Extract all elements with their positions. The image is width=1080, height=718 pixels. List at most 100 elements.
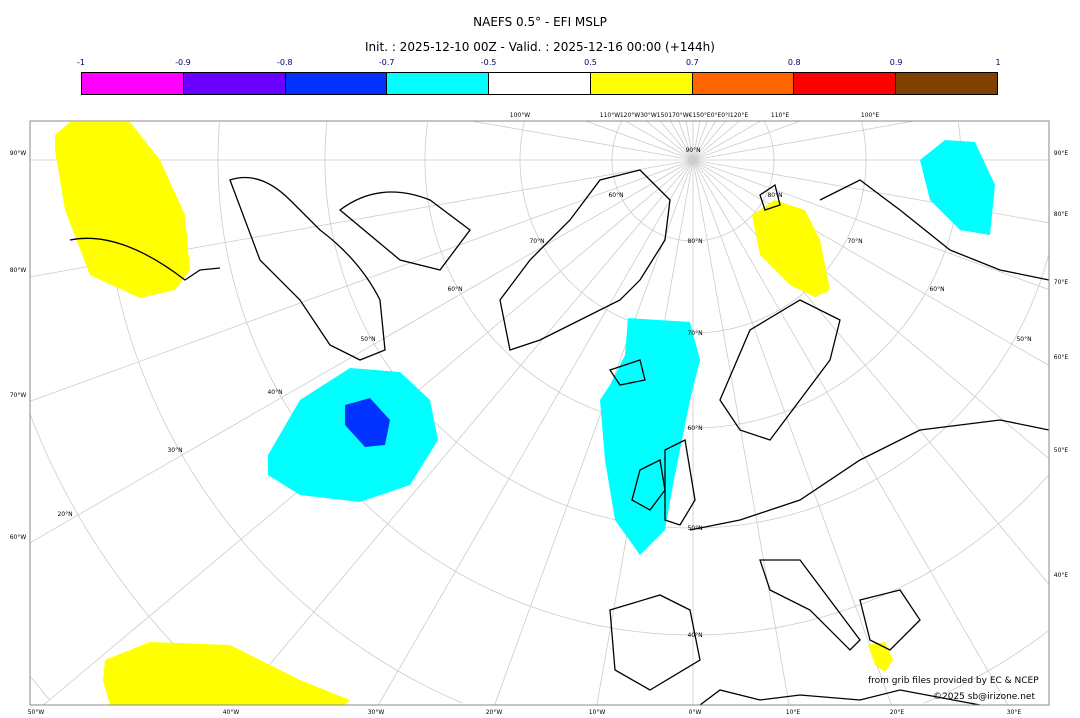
- graticule-label: 0°W: [689, 709, 702, 716]
- meridian-line: [692, 159, 1009, 706]
- colorbar-segment: [387, 73, 490, 94]
- latitude-circle: [611, 121, 775, 242]
- colorbar-tick-label: 0.9: [889, 58, 903, 67]
- efi-area: [103, 642, 350, 705]
- graticule-label: 80°N: [687, 238, 702, 245]
- meridian-line: [494, 159, 694, 706]
- graticule-label: 60°N: [687, 425, 702, 432]
- efi-area: [600, 318, 700, 555]
- meridian-line: [29, 159, 694, 544]
- graticule-label: 50°W: [28, 709, 45, 716]
- meridian-line: [692, 120, 727, 161]
- latitude-circle: [30, 676, 50, 701]
- copyright-credit: ©2025 sb@irizone.net: [933, 692, 1035, 702]
- graticule-label: 10°W: [589, 709, 606, 716]
- graticule-label: 30°W: [368, 709, 385, 716]
- graticule-label: 90°E: [1054, 150, 1069, 157]
- graticule-label: 60°W: [10, 534, 27, 541]
- colorbar-tick-label: 1: [995, 58, 1001, 67]
- meridian-line: [685, 120, 694, 161]
- graticule-label: 40°N: [687, 632, 702, 639]
- meridian-line: [625, 120, 694, 161]
- map-title: NAEFS 0.5° - EFI MSLP: [473, 15, 607, 29]
- graticule-label: 100°W: [510, 112, 530, 119]
- graticule-label: 110°E: [771, 112, 789, 119]
- map-background: [30, 121, 1049, 705]
- meridian-line: [646, 120, 694, 161]
- meridian-line: [692, 159, 790, 706]
- graticule-label: 70°N: [847, 238, 862, 245]
- graticule-label: 60°E: [1054, 354, 1069, 361]
- efi-area: [868, 642, 893, 672]
- colorbar-tick-label: -0.9: [175, 58, 191, 67]
- colorbar-segment: [896, 73, 998, 94]
- colorbar-tick-label: 0.5: [584, 58, 597, 67]
- meridian-line: [692, 159, 1050, 460]
- data-source-credit: from grib files provided by EC & NCEP: [868, 676, 1039, 686]
- graticule-label: 110°W: [600, 112, 620, 119]
- graticule-label: 20°N: [57, 511, 72, 518]
- meridian-line: [29, 159, 694, 402]
- efi-area: [55, 122, 190, 298]
- colorbar: [81, 72, 998, 95]
- meridian-line: [692, 120, 708, 161]
- graticule-label: 50°N: [687, 525, 702, 532]
- coastlines: [69, 169, 1049, 705]
- graticule-label: 70°E: [1054, 279, 1069, 286]
- graticule-label: 40°E: [1054, 572, 1069, 579]
- graticule-label: 60°N: [447, 286, 462, 293]
- graticule-label: 80°N: [767, 192, 782, 199]
- graticule-label: 50°N: [1016, 336, 1031, 343]
- graticule-label: 80°W: [10, 267, 27, 274]
- graticule-label: 20°W: [486, 709, 503, 716]
- meridian-line: [235, 159, 694, 706]
- meridian-line: [692, 159, 1050, 585]
- meridian-line: [692, 120, 761, 161]
- graticule-label: 60°N: [929, 286, 944, 293]
- meridian-line: [659, 120, 694, 161]
- graticule: [29, 120, 1050, 706]
- graticule-label: 50°E: [1054, 447, 1069, 454]
- colorbar-segment: [489, 73, 591, 94]
- meridian-line: [670, 120, 694, 161]
- colorbar-segment: [183, 73, 286, 94]
- colorbar-tick-label: -0.5: [480, 58, 497, 67]
- graticule-label: 70°N: [687, 330, 702, 337]
- meridian-line: [692, 159, 1050, 366]
- efi-area: [920, 140, 995, 235]
- meridian-line: [377, 159, 694, 706]
- graticule-label: 40°W: [223, 709, 240, 716]
- meridian-line: [585, 120, 694, 161]
- map-labels: 100°W 110°W 120°W30°W150170°W€150°E0°E0°I1…: [10, 112, 1069, 716]
- meridian-line: [692, 159, 1050, 290]
- graticule-label: 10°E: [786, 709, 801, 716]
- graticule-label: 70°W: [10, 392, 27, 399]
- efi-areas: [55, 122, 995, 705]
- colorbar-tick-label: 0.8: [787, 58, 801, 67]
- colorbar-segment: [794, 73, 897, 94]
- meridian-line: [471, 120, 694, 161]
- colorbar-tick-label: -0.7: [378, 58, 395, 67]
- meridian-line: [692, 120, 701, 161]
- efi-area: [268, 368, 438, 502]
- meridian-line: [692, 120, 716, 161]
- graticule-label: 50°N: [360, 336, 375, 343]
- graticule-label: 30°E: [1007, 709, 1022, 716]
- map-frame: [29, 120, 1050, 706]
- graticule-label: 90°N: [685, 147, 700, 154]
- colorbar-tick-label: -0.8: [276, 58, 293, 67]
- meridian-line: [692, 120, 801, 161]
- colorbar-segment: [692, 73, 795, 94]
- graticule-label: 120°W30°W150170°W€150°E0°E0°I120°E: [620, 112, 748, 119]
- graticule-label: 90°W: [10, 150, 27, 157]
- graticule-label: 20°E: [890, 709, 905, 716]
- graticule-label: 80°E: [1054, 211, 1069, 218]
- colorbar-segment: [590, 73, 693, 94]
- efi-area: [345, 398, 390, 447]
- graticule-label: 40°N: [267, 389, 282, 396]
- graticule-label: 60°N: [608, 192, 623, 199]
- meridian-line: [692, 120, 915, 161]
- meridian-line: [692, 159, 892, 706]
- map-subtitle: Init. : 2025-12-10 00Z - Valid. : 2025-1…: [365, 40, 715, 54]
